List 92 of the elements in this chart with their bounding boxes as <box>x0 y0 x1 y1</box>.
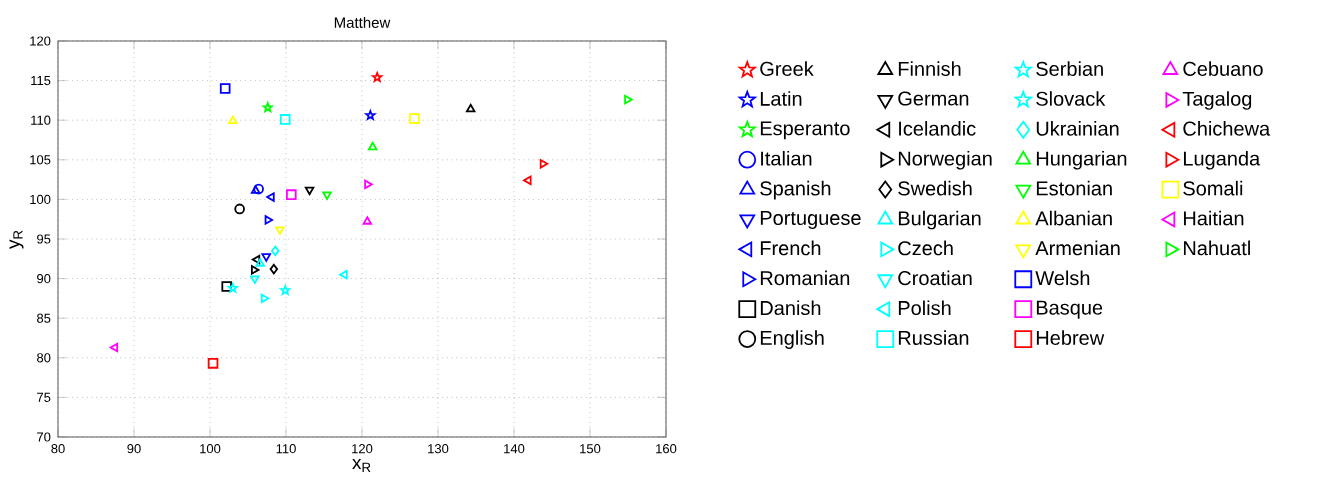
y-tick-label: 75 <box>37 392 51 402</box>
legend-label: Welsh <box>1035 270 1090 286</box>
legend-label: Greek <box>760 61 814 76</box>
point <box>255 258 265 267</box>
y-tick-label: 110 <box>31 115 51 125</box>
legend-label: Swedish <box>898 180 972 196</box>
legend-label: Romanian <box>760 270 850 286</box>
point <box>409 113 420 124</box>
point <box>465 103 476 113</box>
x-tick-label: 100 <box>200 444 221 454</box>
legend-label: Albanian <box>1035 210 1112 226</box>
point <box>264 215 274 225</box>
x-tick-label: 160 <box>656 444 677 454</box>
y-tick-label: 95 <box>37 234 51 244</box>
point <box>364 179 373 190</box>
x-tick-label: 140 <box>504 444 525 454</box>
point <box>261 253 271 262</box>
legend-label: Somali <box>1183 180 1243 196</box>
legend-label: Bulgarian <box>898 210 981 230</box>
legend-label: Haitian <box>1183 210 1244 226</box>
point <box>539 159 549 169</box>
point <box>228 115 238 125</box>
point <box>286 189 297 200</box>
point <box>304 186 315 196</box>
legend-label: Luganda <box>1183 150 1261 170</box>
point <box>219 83 231 94</box>
chart-title: Matthew <box>334 16 391 28</box>
legend-label: Italian <box>761 150 812 166</box>
point <box>260 293 270 304</box>
y-axis-title: y$_{R}$ <box>9 230 24 250</box>
x-tick-label: 150 <box>580 444 601 454</box>
point <box>251 254 261 265</box>
point <box>279 114 291 125</box>
point <box>234 203 245 215</box>
point <box>362 216 373 225</box>
y-tick-label: 80 <box>37 353 51 363</box>
legend-label: Hungarian <box>1036 150 1127 170</box>
y-tick-label: 100 <box>30 194 51 204</box>
legend-label: Czech <box>898 240 953 256</box>
y-tick-label: 115 <box>31 76 51 86</box>
point <box>266 192 275 202</box>
point <box>523 175 532 186</box>
legend-label: Ukrainian <box>1036 121 1119 136</box>
legend-label: Esperanto <box>760 121 850 140</box>
legend-label: Hebrew <box>1036 330 1105 345</box>
legend-label: English <box>760 330 824 349</box>
legend-label: Icelandic <box>899 121 976 136</box>
legend-label: Serbian <box>1036 61 1103 76</box>
legend-label: Finnish <box>898 61 961 76</box>
legend-label: Polish <box>898 300 951 316</box>
legend-label: French <box>760 240 821 256</box>
point <box>339 269 348 280</box>
point <box>275 226 285 235</box>
y-tick-label: 70 <box>37 432 51 442</box>
point <box>367 141 378 151</box>
legend-label: Croatian <box>898 270 972 286</box>
y-tick-label: 90 <box>37 274 51 284</box>
legend-label: Danish <box>760 300 821 316</box>
point <box>624 94 633 105</box>
point <box>250 265 260 275</box>
point <box>250 275 260 284</box>
legend-label: Estonian <box>1036 180 1112 196</box>
x-tick-label: 120 <box>352 444 373 454</box>
point <box>221 281 233 292</box>
x-tick-label: 110 <box>276 444 296 454</box>
legend-label: Tagalog <box>1182 91 1252 110</box>
point <box>271 245 280 257</box>
point <box>207 358 219 369</box>
point <box>253 183 264 195</box>
point <box>269 263 279 275</box>
x-tick-label: 130 <box>428 444 449 454</box>
y-tick-label: 85 <box>37 313 51 323</box>
legend-label: German <box>898 91 969 106</box>
point <box>250 185 261 194</box>
legend-label: Armenian <box>1035 240 1120 256</box>
legend-label: Norwegian <box>898 150 992 170</box>
legend-label: Basque <box>1036 300 1103 319</box>
x-axis-title: x$_{R}$ <box>352 459 371 472</box>
y-tick-label: 120 <box>30 36 51 46</box>
legend-label: Spanish <box>760 180 831 200</box>
legend-label: Chichewa <box>1183 121 1271 136</box>
legend-label: Cebuano <box>1183 61 1263 76</box>
y-tick-label: 105 <box>30 155 51 165</box>
legend-label: Portuguese <box>760 211 861 229</box>
legend-label: Russian <box>898 330 969 345</box>
x-tick-label: 80 <box>51 444 65 454</box>
legend-label: Slovack <box>1036 91 1106 106</box>
legend-label: Latin <box>760 91 802 106</box>
point <box>109 342 119 353</box>
point <box>322 191 332 200</box>
x-tick-label: 90 <box>127 444 141 454</box>
legend-label: Nahuatl <box>1183 240 1250 256</box>
